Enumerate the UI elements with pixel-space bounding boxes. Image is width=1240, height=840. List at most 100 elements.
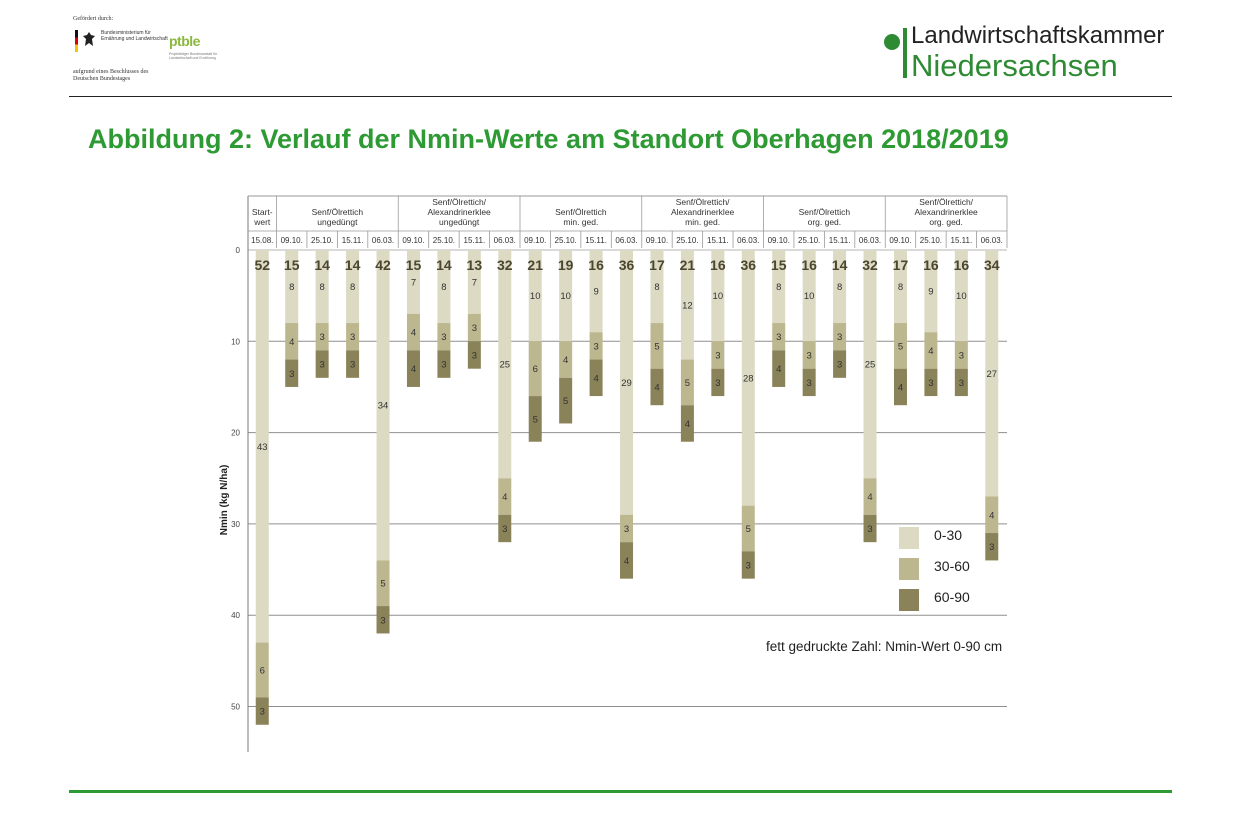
segment-value-label: 4 xyxy=(563,355,568,366)
segment-value-label: 3 xyxy=(959,378,964,389)
bar-segment-0-30 xyxy=(833,250,847,324)
header-divider xyxy=(69,96,1172,97)
total-value-label: 36 xyxy=(740,257,756,273)
total-value-label: 16 xyxy=(710,257,726,273)
segment-value-label: 3 xyxy=(320,360,325,371)
bar-segment-0-30 xyxy=(741,250,755,506)
segment-value-label: 25 xyxy=(865,360,876,371)
legend-label: 30-60 xyxy=(934,558,970,574)
bar-segment-30-60 xyxy=(650,323,664,369)
date-label: 06.03. xyxy=(859,236,881,245)
total-value-label: 16 xyxy=(588,257,604,273)
bar-segment-30-60 xyxy=(833,323,847,351)
segment-value-label: 4 xyxy=(624,556,629,567)
segment-value-label: 3 xyxy=(320,332,325,343)
bar-segment-60-90 xyxy=(711,368,725,397)
segment-value-label: 4 xyxy=(502,492,507,503)
segment-value-label: 8 xyxy=(441,282,446,293)
group-label: Senf/Ölrettich xyxy=(555,207,607,217)
bundestag-note: aufgrund eines Beschlusses des Deutschen… xyxy=(73,69,149,82)
total-value-label: 52 xyxy=(254,257,270,273)
segment-value-label: 5 xyxy=(898,341,903,352)
bar-segment-30-60 xyxy=(589,332,603,360)
segment-value-label: 3 xyxy=(441,360,446,371)
bar-segment-60-90 xyxy=(620,542,634,579)
date-label: 09.10. xyxy=(281,236,303,245)
segment-value-label: 3 xyxy=(807,350,812,361)
segment-value-label: 8 xyxy=(776,282,781,293)
segment-value-label: 7 xyxy=(411,277,416,288)
group-label: Senf/Ölrettich xyxy=(312,207,364,217)
page-header: Gefördert durch: Bundesministerium für E… xyxy=(0,0,1240,100)
bar-segment-30-60 xyxy=(741,505,755,552)
date-label: 15.11. xyxy=(464,236,486,245)
legend-label: 60-90 xyxy=(934,589,970,605)
bar-segment-0-30 xyxy=(650,250,664,324)
segment-value-label: 9 xyxy=(928,287,933,298)
chart-note: fett gedruckte Zahl: Nmin-Wert 0-90 cm xyxy=(766,639,1002,654)
total-value-label: 32 xyxy=(862,257,878,273)
total-value-label: 36 xyxy=(619,257,635,273)
date-label: 15.11. xyxy=(342,236,364,245)
group-label: Alexandrinerklee xyxy=(671,207,735,217)
lwk-name-line2: Niedersachsen xyxy=(911,48,1118,83)
segment-value-label: 3 xyxy=(715,350,720,361)
segment-value-label: 3 xyxy=(502,524,507,535)
total-value-label: 17 xyxy=(893,257,909,273)
segment-value-label: 3 xyxy=(776,332,781,343)
bar-segment-30-60 xyxy=(985,496,999,534)
segment-value-label: 3 xyxy=(715,378,720,389)
segment-value-label: 4 xyxy=(776,364,781,375)
bar-segment-30-60 xyxy=(802,341,816,369)
bar-segment-30-60 xyxy=(620,514,634,543)
segment-value-label: 8 xyxy=(837,282,842,293)
date-label: 06.03. xyxy=(615,236,637,245)
bar-segment-30-60 xyxy=(467,313,481,342)
segment-value-label: 3 xyxy=(746,560,751,571)
group-label: Senf/Ölrettich xyxy=(799,207,851,217)
segment-value-label: 3 xyxy=(380,615,385,626)
bar-segment-30-60 xyxy=(893,323,907,369)
bar-segment-60-90 xyxy=(589,359,603,397)
segment-value-label: 10 xyxy=(804,291,815,302)
bar-segment-0-30 xyxy=(802,250,816,342)
bar-segment-0-30 xyxy=(863,250,877,479)
date-label: 09.10. xyxy=(768,236,790,245)
german-flag-icon xyxy=(75,30,78,52)
federal-eagle-icon xyxy=(83,32,95,46)
bar-segment-30-60 xyxy=(498,478,512,515)
bar-segment-30-60 xyxy=(346,323,360,351)
bar-segment-60-90 xyxy=(650,368,664,406)
bar-segment-60-90 xyxy=(772,350,786,387)
date-label: 25.10. xyxy=(555,236,577,245)
bar-segment-60-90 xyxy=(863,514,877,543)
bar-segment-30-60 xyxy=(406,313,420,351)
segment-value-label: 3 xyxy=(289,369,294,380)
date-label: 25.10. xyxy=(433,236,455,245)
segment-value-label: 5 xyxy=(563,396,568,407)
segment-value-label: 6 xyxy=(533,364,538,375)
bar-segment-0-30 xyxy=(954,250,968,342)
segment-value-label: 3 xyxy=(472,323,477,334)
bar-segment-60-90 xyxy=(285,359,299,387)
group-label: Alexandrinerklee xyxy=(914,207,978,217)
date-label: 15.11. xyxy=(707,236,729,245)
bar-segment-30-60 xyxy=(315,323,329,351)
total-value-label: 34 xyxy=(984,257,1000,273)
group-label: min. ged. xyxy=(563,217,598,227)
group-label: min. ged. xyxy=(685,217,720,227)
segment-value-label: 8 xyxy=(654,282,659,293)
bar-segment-0-30 xyxy=(711,250,725,342)
ministry-name: Bundesministerium für Ernährung und Land… xyxy=(101,30,168,42)
bar-segment-60-90 xyxy=(985,533,999,561)
total-value-label: 14 xyxy=(436,257,452,273)
segment-value-label: 4 xyxy=(289,337,294,348)
segment-value-label: 10 xyxy=(560,291,571,302)
total-value-label: 16 xyxy=(801,257,817,273)
bar-segment-60-90 xyxy=(528,396,542,442)
y-tick-label: 40 xyxy=(231,611,240,620)
segment-value-label: 5 xyxy=(746,524,751,535)
segment-value-label: 5 xyxy=(685,378,690,389)
segment-value-label: 3 xyxy=(807,378,812,389)
segment-value-label: 29 xyxy=(621,378,632,389)
